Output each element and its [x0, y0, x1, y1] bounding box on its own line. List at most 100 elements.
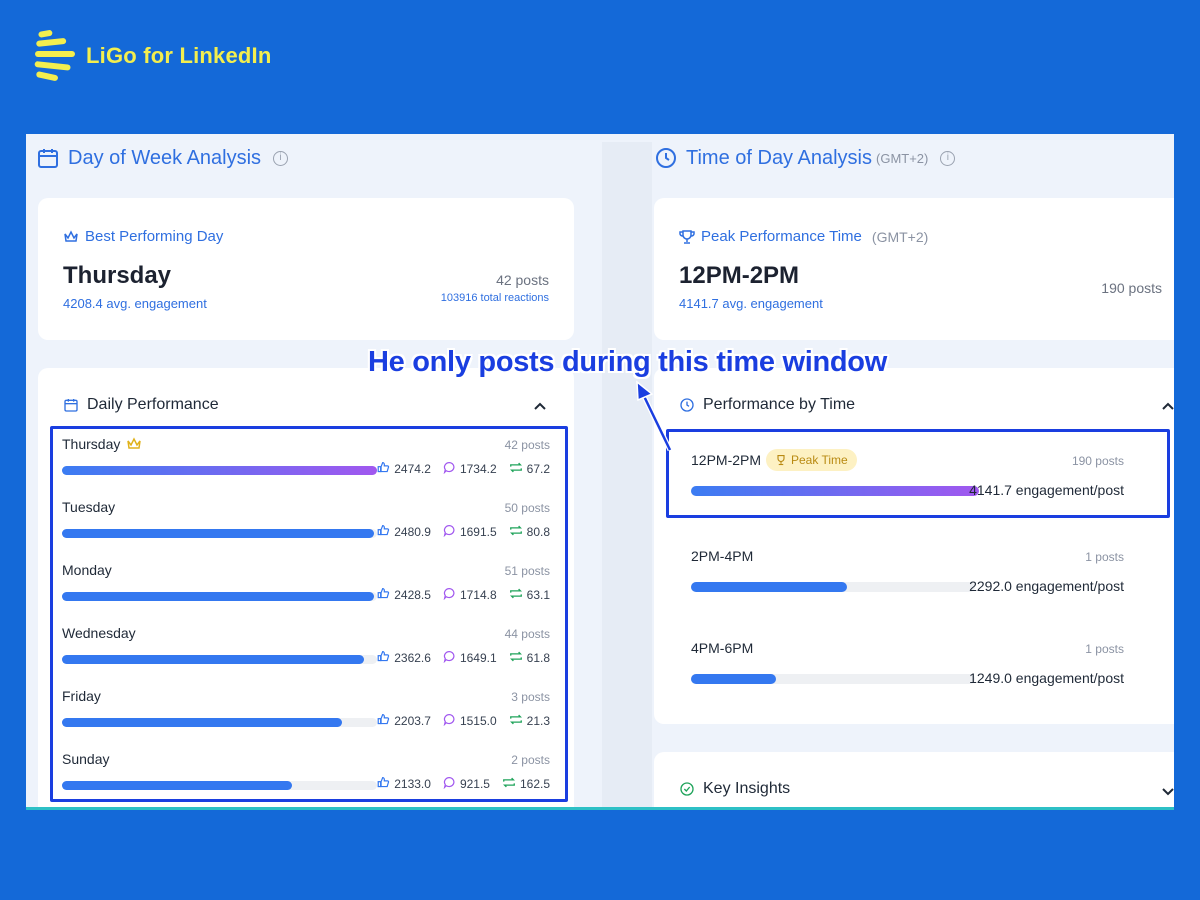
day-row[interactable]: Sunday 2 posts 2133.0 921.5 162.5 — [62, 751, 550, 814]
comment-icon — [443, 524, 456, 540]
likes-stat: 2428.5 — [377, 587, 431, 603]
peak-time-badge: Peak Time — [766, 449, 857, 471]
day-name: Thursday — [62, 436, 142, 452]
day-row[interactable]: Monday 51 posts 2428.5 1714.8 63.1 — [62, 562, 550, 625]
repost-icon — [509, 524, 523, 540]
day-name: Monday — [62, 562, 112, 578]
day-posts: 44 posts — [504, 627, 550, 641]
thumbs-up-icon — [377, 524, 390, 540]
day-name: Tuesday — [62, 499, 116, 515]
time-bar-track — [691, 486, 979, 496]
time-label: 12PM-2PM — [691, 452, 762, 468]
peak-time-posts: 190 posts — [1101, 280, 1162, 296]
day-name: Friday — [62, 688, 101, 704]
repost-icon — [509, 713, 523, 729]
day-posts: 50 posts — [504, 501, 550, 515]
performance-by-time-heading-text: Performance by Time — [703, 396, 856, 413]
time-analysis-tz: (GMT+2) — [876, 150, 929, 166]
day-analysis-title-text: Day of Week Analysis — [68, 146, 262, 169]
time-engagement: 1249.0 engagement/post — [969, 670, 1124, 686]
day-row[interactable]: Wednesday 44 posts 2362.6 1649.1 61.8 — [62, 625, 550, 688]
key-insights-card[interactable]: Key Insights — [654, 752, 1174, 810]
brand-name: LiGo for LinkedIn — [86, 43, 272, 68]
day-bar-track — [62, 781, 377, 790]
brand: LiGo for LinkedIn — [34, 28, 272, 84]
thumbs-up-icon — [377, 776, 390, 792]
clock-icon — [656, 148, 676, 168]
comments-stat: 1649.1 — [443, 650, 497, 666]
analytics-screenshot: Day of Week Analysis i Best Performing D… — [26, 134, 1174, 810]
likes-stat: 2203.7 — [377, 713, 431, 729]
day-bar-track — [62, 718, 377, 727]
chevron-up-icon[interactable] — [1162, 398, 1174, 413]
thumbs-up-icon — [377, 587, 390, 603]
reposts-stat: 21.3 — [509, 713, 550, 729]
peak-time-heading: Peak Performance Time (GMT+2) — [679, 228, 928, 245]
reposts-stat: 67.2 — [509, 461, 550, 477]
time-label: 4PM-6PM — [691, 640, 754, 656]
best-day-avg: 4208.4 avg. engagement — [63, 296, 207, 311]
thumbs-up-icon — [377, 713, 390, 729]
day-name: Sunday — [62, 751, 110, 767]
day-stats: 2133.0 921.5 162.5 — [377, 776, 550, 792]
time-analysis-title-text: Time of Day Analysis — [686, 146, 872, 169]
peak-time-heading-text: Peak Performance Time — [701, 228, 862, 245]
crown-icon — [127, 437, 142, 449]
time-row[interactable]: 4PM-6PM 1 posts 1249.0 engagement/post — [664, 637, 1146, 697]
calendar-icon — [38, 149, 58, 168]
peak-time-value: 12PM-2PM — [679, 262, 800, 289]
clock-icon — [680, 398, 694, 412]
info-icon[interactable]: i — [273, 150, 289, 166]
crown-icon — [64, 229, 78, 242]
daily-performance-list — [50, 426, 568, 802]
chevron-down-icon[interactable] — [1162, 784, 1174, 799]
time-engagement: 4141.7 engagement/post — [969, 482, 1124, 498]
day-stats: 2474.2 1734.2 67.2 — [377, 461, 550, 477]
bottom-accent-line — [26, 807, 1174, 810]
repost-icon — [502, 776, 516, 792]
column-divider — [602, 142, 652, 810]
best-day-heading-text: Best Performing Day — [85, 228, 224, 245]
daily-performance-heading-text: Daily Performance — [87, 396, 219, 413]
time-row[interactable]: 12PM-2PM Peak Time 190 posts 4141.7 engagem… — [664, 449, 1146, 509]
reposts-stat: 61.8 — [509, 650, 550, 666]
day-bar-track — [62, 466, 377, 475]
key-insights-heading-text: Key Insights — [703, 780, 791, 797]
day-bar-fill — [62, 466, 377, 475]
arrow-icon — [636, 380, 673, 452]
best-day-heading: Best Performing Day — [63, 228, 223, 245]
best-day-card: Best Performing Day Thursday 4208.4 avg.… — [38, 198, 574, 340]
comments-stat: 1714.8 — [443, 587, 497, 603]
peak-time-avg: 4141.7 avg. engagement — [679, 296, 823, 311]
comments-stat: 1691.5 — [443, 524, 497, 540]
check-circle-icon — [680, 782, 694, 796]
day-posts: 42 posts — [504, 438, 550, 452]
day-stats: 2480.9 1691.5 80.8 — [377, 524, 550, 540]
day-posts: 51 posts — [504, 564, 550, 578]
day-bar-track — [62, 529, 377, 538]
day-bar-track — [62, 592, 377, 601]
day-row[interactable]: Tuesday 50 posts 2480.9 1691.5 80.8 — [62, 499, 550, 562]
key-insights-heading: Key Insights — [679, 780, 790, 798]
performance-by-time-card: Performance by Time — [654, 368, 1174, 724]
day-analysis-title: Day of Week Analysis i — [36, 146, 289, 170]
day-row[interactable]: Thursday 42 posts 2474.2 1734.2 67.2 — [62, 436, 550, 499]
comment-icon — [443, 587, 456, 603]
trophy-icon — [777, 454, 785, 466]
chevron-up-icon[interactable] — [534, 398, 546, 413]
time-label: 2PM-4PM — [691, 548, 754, 564]
time-posts: 190 posts — [1071, 454, 1124, 468]
time-bar-track — [691, 674, 975, 684]
repost-icon — [509, 461, 523, 477]
best-day-value: Thursday — [63, 262, 172, 289]
peak-time-card: Peak Performance Time (GMT+2) 12PM-2PM 4… — [654, 198, 1174, 340]
day-bar-fill — [62, 592, 374, 601]
comment-icon — [443, 650, 456, 666]
time-row[interactable]: 2PM-4PM 1 posts 2292.0 engagement/post — [664, 545, 1146, 605]
ligo-logo-icon — [34, 30, 75, 81]
annotation-text: He only posts during this time window — [368, 346, 887, 378]
info-icon[interactable]: i — [940, 150, 956, 166]
reposts-stat: 63.1 — [509, 587, 550, 603]
calendar-icon — [64, 399, 78, 412]
day-row[interactable]: Friday 3 posts 2203.7 1515.0 21.3 — [62, 688, 550, 751]
